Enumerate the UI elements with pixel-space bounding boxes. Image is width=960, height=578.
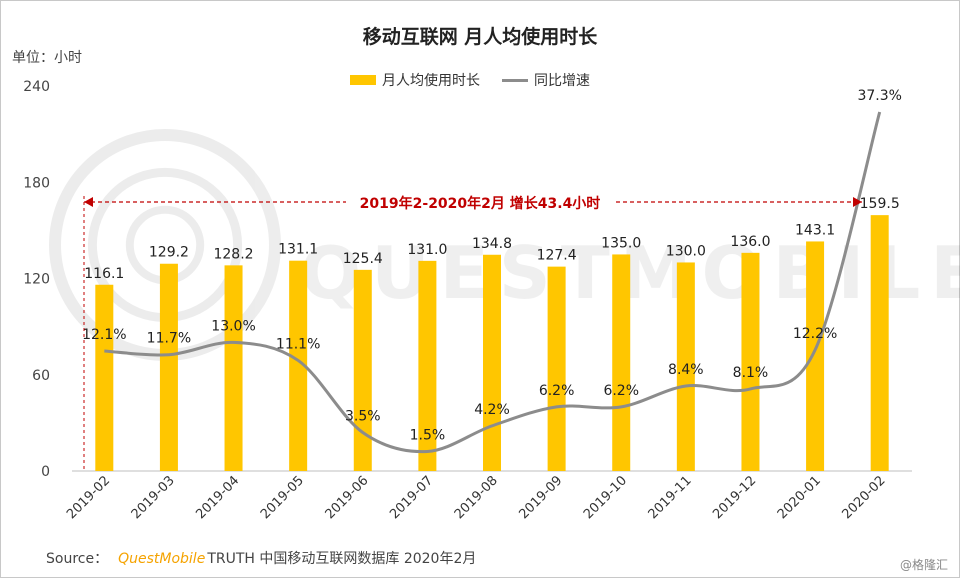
annotation-label: 2019年2-2020年2月 增长43.4小时	[360, 195, 601, 212]
legend-item-bar: 月人均使用时长	[350, 70, 480, 90]
y-tick-label: 180	[23, 175, 50, 191]
bar-2019-08	[483, 254, 501, 471]
bar-value-label: 130.0	[666, 243, 706, 259]
source-brand: QuestMobile	[118, 551, 206, 567]
x-tick-label: 2019-08	[452, 473, 501, 522]
legend-bar-swatch	[350, 75, 376, 85]
legend-line-swatch	[502, 78, 528, 82]
growth-value-label: 13.0%	[211, 318, 255, 334]
legend: 月人均使用时长 同比增速	[350, 70, 612, 90]
x-tick-label: 2019-10	[581, 473, 630, 522]
x-tick-label: 2019-05	[258, 473, 307, 522]
bar-2019-12	[741, 252, 760, 471]
source-note: Source： QuestMobile TRUTH 中国移动互联网数据库 2020年…	[46, 548, 476, 568]
growth-value-label: 3.5%	[345, 409, 381, 425]
bar-value-label: 131.1	[278, 242, 318, 258]
annotation-label-bg	[346, 191, 614, 213]
bar-2019-09	[547, 266, 566, 471]
bar-2019-02	[95, 284, 114, 471]
bar-value-label: 159.5	[860, 196, 900, 212]
legend-bar-label: 月人均使用时长	[382, 73, 480, 89]
x-tick-label: 2019-09	[516, 473, 565, 522]
bar-value-label: 127.4	[537, 248, 577, 264]
source-prefix: Source：	[46, 551, 109, 567]
y-tick-label: 240	[23, 79, 50, 95]
growth-value-label: 1.5%	[410, 427, 446, 443]
bar-value-label: 128.2	[213, 246, 253, 262]
x-tick-label: 2019-06	[323, 473, 372, 522]
growth-value-label: 8.4%	[668, 362, 704, 378]
bar-2019-05	[289, 260, 308, 471]
x-tick-label: 2019-12	[710, 473, 759, 522]
bar-2020-02	[870, 215, 889, 471]
bar-value-label: 129.2	[149, 245, 189, 261]
growth-value-label: 11.7%	[147, 331, 191, 347]
growth-value-label: 8.1%	[733, 365, 769, 381]
x-tick-label: 2019-04	[193, 473, 242, 522]
growth-value-label: 11.1%	[276, 336, 320, 352]
bar-value-label: 143.1	[795, 222, 835, 238]
bar-2019-06	[353, 269, 372, 471]
growth-value-label: 37.3%	[857, 88, 901, 104]
y-tick-label: 60	[32, 368, 50, 384]
growth-value-label: 6.2%	[539, 383, 575, 399]
annotation-arrow-left	[84, 197, 93, 207]
bar-2020-01	[806, 241, 825, 471]
bar-value-label: 125.4	[343, 251, 383, 267]
bar-2019-04	[224, 265, 243, 471]
unit-label: 单位：小时	[12, 50, 82, 66]
growth-value-label: 12.2%	[793, 326, 837, 342]
growth-value-label: 12.1%	[82, 327, 126, 343]
legend-line-label: 同比增速	[534, 73, 590, 89]
chart-title: 移动互联网 月人均使用时长	[362, 26, 598, 48]
growth-value-label: 6.2%	[603, 383, 639, 399]
bar-value-label: 116.1	[84, 266, 124, 282]
x-tick-label: 2020-02	[839, 473, 888, 522]
y-tick-label: 120	[23, 272, 50, 288]
y-tick-label: 0	[41, 464, 50, 480]
x-tick-label: 2019-03	[129, 473, 178, 522]
bar-value-label: 134.8	[472, 236, 512, 252]
x-tick-label: 2019-07	[387, 473, 436, 522]
bar-2019-10	[612, 254, 631, 471]
x-tick-label: 2020-01	[775, 473, 824, 522]
credit-label: @格隆汇	[899, 558, 948, 572]
bar-value-label: 136.0	[730, 234, 770, 250]
annotation-arrow-right	[853, 197, 862, 207]
bar-2019-07	[418, 260, 437, 471]
legend-item-line: 同比增速	[502, 70, 590, 90]
growth-value-label: 4.2%	[474, 402, 510, 418]
x-tick-label: 2019-02	[64, 473, 113, 522]
bar-value-label: 135.0	[601, 235, 641, 251]
growth-line	[104, 111, 882, 454]
source-rest: TRUTH 中国移动互联网数据库 2020年2月	[207, 551, 477, 567]
bar-value-label: 131.0	[407, 242, 447, 258]
bar-2019-03	[159, 263, 178, 471]
x-tick-label: 2019-11	[646, 473, 695, 522]
bar-2019-11	[676, 262, 695, 471]
